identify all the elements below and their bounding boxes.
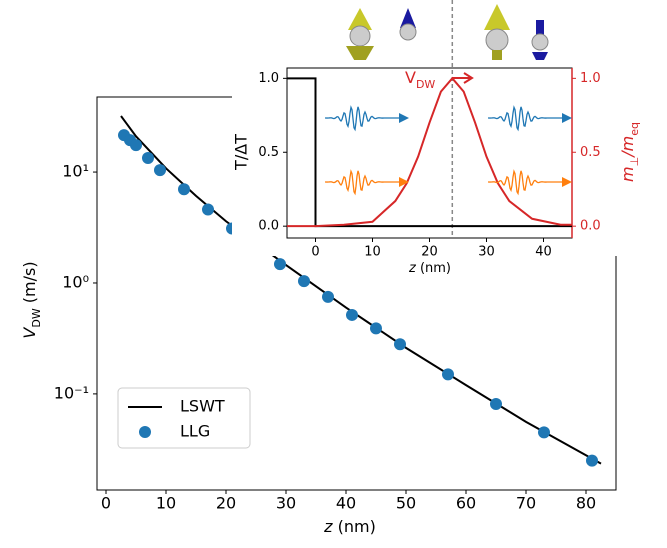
point: [322, 290, 334, 303]
wave-arrow: [562, 113, 572, 123]
x-tick-label: 20: [216, 494, 236, 513]
x-axis-label: z (nm): [323, 517, 376, 536]
point: [298, 275, 310, 288]
legend-label: LSWT: [180, 397, 225, 416]
y-tick-label: 10¹: [62, 162, 89, 181]
y-tick-label: 10⁻¹: [54, 383, 89, 402]
point: [346, 308, 358, 321]
point: [202, 203, 214, 216]
point: [274, 258, 286, 271]
x-tick-label: 10: [364, 245, 381, 260]
wave-packet: [487, 169, 567, 196]
y2-tick-label: 0.0: [580, 219, 601, 234]
x-tick-label: 50: [396, 494, 416, 513]
line: [287, 76, 572, 228]
point: [538, 426, 550, 439]
inset-x-axis-label: z (nm): [408, 261, 451, 276]
inset-x-axis-label-part: (nm): [416, 261, 451, 276]
annotation-part: DW: [416, 78, 435, 91]
point: [394, 338, 406, 351]
y-axis-label: VDW (m/s): [20, 261, 43, 338]
x-axis-label-part: (nm): [333, 517, 376, 536]
legend-swatch: [139, 426, 151, 438]
point: [370, 322, 382, 335]
x-tick-label: 60: [456, 494, 476, 513]
legend-box: [117, 387, 251, 449]
y-tick-label: 10⁰: [62, 272, 89, 291]
annotation-arrow: [452, 72, 474, 84]
inset-background: [232, 60, 667, 256]
point: [130, 139, 142, 152]
x-tick-label: 0: [311, 245, 319, 260]
line: [287, 77, 572, 228]
y2-tick-label: 0.5: [580, 145, 601, 160]
point: [490, 398, 502, 411]
x-tick-label: 10: [156, 494, 176, 513]
line: [120, 115, 602, 465]
y2-tick-label: 1.0: [580, 71, 601, 86]
x-tick-label: 0: [101, 494, 111, 513]
point: [586, 454, 598, 467]
point: [142, 151, 154, 164]
y-axis-label-part: (m/s): [20, 261, 39, 308]
inset-y2-axis-label-part: ⊥: [628, 157, 641, 167]
x-tick-label: 40: [336, 494, 356, 513]
x-tick-label: 30: [276, 494, 296, 513]
inset-x-axis-label-part: z: [408, 261, 417, 276]
x-tick-label: 30: [478, 245, 495, 260]
inset-y2-axis-label-part: eq: [628, 122, 641, 136]
legend-label: LLG: [180, 422, 210, 441]
inset-y-axis-label: T/ΔT: [232, 134, 251, 171]
inset-y2-axis-label-part: m: [618, 166, 637, 182]
inset-y2-axis-label: m⊥/meq: [618, 122, 641, 182]
wave-arrow: [562, 177, 572, 187]
x-tick-label: 40: [535, 245, 552, 260]
y-tick-label: 1.0: [258, 71, 279, 86]
y-tick-label: 0.5: [258, 145, 279, 160]
x-tick-label: 80: [576, 494, 596, 513]
x-tick-label: 70: [516, 494, 536, 513]
wave-arrow: [399, 177, 409, 187]
x-tick-label: 20: [421, 245, 438, 260]
wave-packet: [324, 105, 404, 132]
x-axis-label-part: z: [323, 517, 333, 536]
point: [154, 164, 166, 177]
inset-y2-axis-label-part: /m: [618, 136, 637, 159]
wave-packet: [487, 105, 567, 132]
point: [442, 368, 454, 381]
point: [178, 183, 190, 196]
wave-arrow: [399, 113, 409, 123]
y-axis-label-part: DW: [30, 308, 43, 327]
annotation-part: V: [405, 68, 416, 87]
wave-packet: [324, 169, 404, 196]
y-axis-label-part: V: [20, 327, 39, 339]
annotation: VDW: [405, 68, 435, 91]
y-tick-label: 0.0: [258, 219, 279, 234]
